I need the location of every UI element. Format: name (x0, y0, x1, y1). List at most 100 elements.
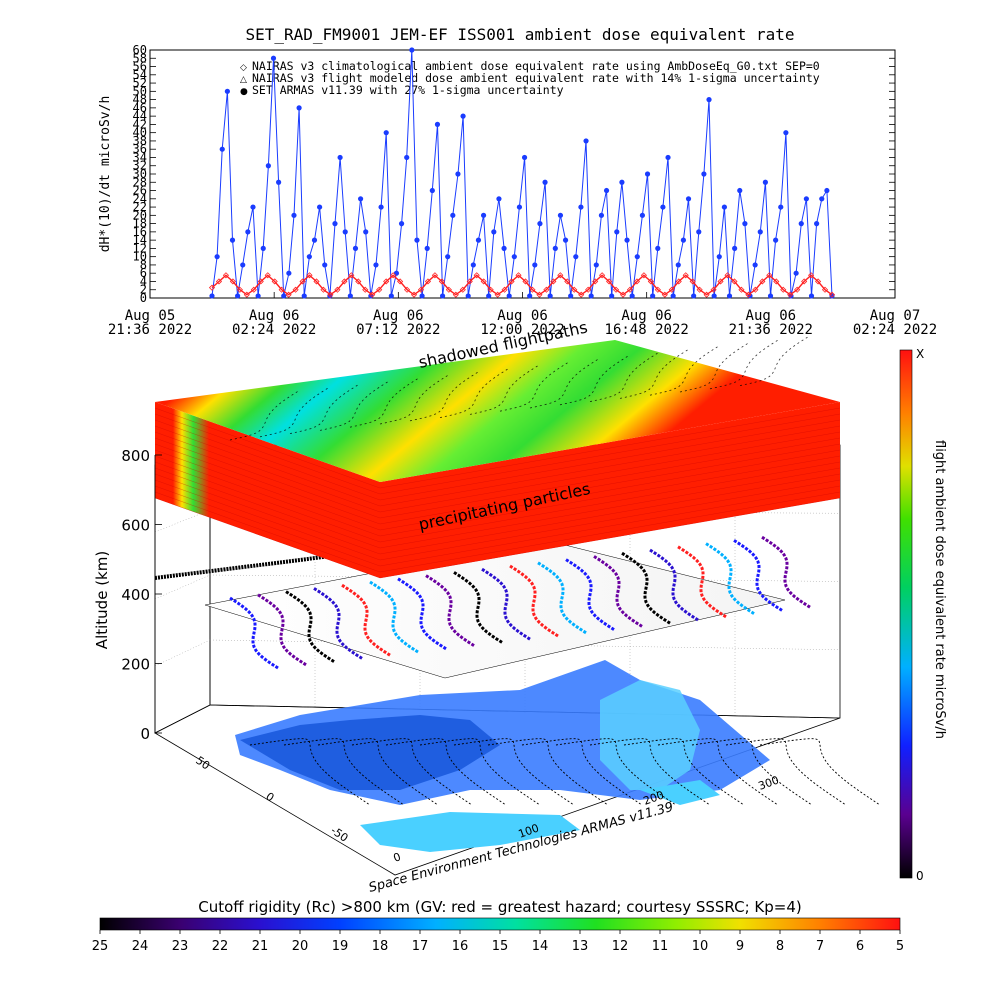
armas-data-point (547, 293, 553, 299)
armas-data-point (496, 196, 502, 202)
nairas-data-point (369, 291, 376, 298)
armas-data-point (291, 212, 297, 218)
nairas-data-point (285, 291, 292, 298)
nairas-data-point (208, 284, 216, 291)
ground-track (351, 738, 473, 806)
armas-data-point (214, 254, 220, 260)
ground-track (623, 738, 745, 806)
nairas-data-point (752, 286, 759, 293)
nairas-data-point (459, 286, 466, 293)
y-tick-label: 58 (133, 51, 147, 65)
nairas-data-point (661, 291, 668, 298)
armas-data-point (762, 179, 768, 185)
armas-data-point (716, 254, 722, 260)
x-tick-label-time: 02:24 2022 (853, 322, 937, 338)
armas-data-point (665, 154, 671, 161)
x-tick-label-time: 21:36 2022 (108, 322, 192, 338)
armas-data-point (578, 204, 584, 210)
armas-data-point (614, 229, 620, 235)
rigidity-tick-label: 8 (776, 939, 784, 954)
colorbar-min-label: 0 (916, 869, 924, 883)
armas-data-point (773, 237, 779, 243)
slab-side-striation (379, 419, 841, 501)
nairas-data-point (494, 291, 501, 298)
floor-outline (154, 704, 841, 876)
flight-track (397, 577, 447, 651)
armas-data-point (701, 171, 707, 177)
y-tick-label: 8 (140, 258, 147, 272)
armas-data-point (439, 293, 446, 299)
slab-front-striation (154, 425, 381, 507)
slab-track (439, 367, 511, 418)
legend-marker: ● (240, 87, 248, 97)
armas-data-point (373, 262, 379, 268)
nairas-data-point (682, 272, 689, 279)
nairas-data-point (606, 278, 613, 285)
flight-track (537, 561, 587, 635)
rigidity-tick-label: 21 (252, 939, 269, 954)
nairas-data-point (473, 272, 480, 279)
map-island (640, 780, 720, 805)
armas-data-point (680, 237, 687, 243)
armas-data-point (542, 179, 548, 185)
flight-track (705, 542, 755, 615)
nairas-data-point (794, 286, 801, 293)
nairas-data-point (557, 272, 564, 279)
map-landmass-europe (240, 715, 500, 790)
rigidity-tick-label: 6 (856, 939, 864, 954)
armas-data-point (332, 221, 338, 227)
nairas-data-point (424, 278, 432, 285)
x-tick-label-date: Aug 06 (621, 308, 672, 324)
flightpath-tracks (229, 535, 811, 670)
x-tick-label-date: Aug 06 (746, 308, 797, 324)
x-tick-label-date: Aug 06 (497, 308, 548, 324)
armas-data-point (229, 237, 236, 243)
longitude-tick-label: 300 (757, 773, 781, 792)
y-tick-label: 18 (133, 217, 147, 231)
nairas-data-point (787, 291, 794, 298)
nairas-data-point (731, 278, 738, 285)
slab-side-striation (379, 485, 841, 567)
armas-data-point (619, 179, 625, 185)
rigidity-ticks: 25 24 23 22 21 20 19 18 17 16 15 14 13 12 11 10 9 8 7 6 5 (92, 930, 904, 954)
armas-data-point (798, 221, 804, 227)
y-tick-label: 2 (140, 283, 147, 297)
ground-track (317, 738, 439, 806)
y-tick-label: 56 (133, 60, 147, 74)
armas-data-point (696, 229, 702, 235)
slab-front-striation (154, 467, 381, 549)
armas-data-point (644, 171, 651, 177)
x-tick-label-time: 21:36 2022 (729, 322, 813, 338)
armas-data-point (588, 293, 594, 299)
slab-flight-tracks (229, 335, 811, 441)
armas-data-point (506, 293, 512, 299)
nairas-data-point (710, 286, 717, 293)
slab-side-striation (379, 473, 841, 555)
armas-data-point (562, 237, 569, 243)
y-tick-label: 26 (133, 184, 147, 198)
nairas-data-point (815, 278, 822, 285)
y-tick-label: 32 (133, 159, 147, 173)
rigidity-tick-label: 22 (212, 939, 229, 954)
armas-data-point (491, 229, 497, 235)
rigidity-tick-label: 19 (332, 939, 349, 954)
slab-top-surface (155, 340, 840, 482)
x-tick-label-date: Aug 07 (870, 308, 921, 324)
rigidity-colorbar-panel: Cutoff rigidity (Rc) >800 km (GV: red = … (92, 898, 904, 954)
flight-track (621, 551, 671, 625)
nairas-data-point (717, 278, 724, 285)
armas-data-point (829, 293, 835, 299)
y-tick-label: 40 (133, 126, 147, 140)
armas-data-point (803, 196, 809, 202)
legend-marker: △ (240, 75, 247, 85)
ground-track (691, 738, 813, 806)
armas-data-point (583, 138, 589, 144)
armas-data-point (732, 245, 738, 251)
nairas-data-point (515, 272, 522, 279)
ground-track (249, 738, 371, 806)
slab-track (619, 348, 691, 399)
ground-track (555, 738, 677, 806)
nairas-data-point (668, 286, 675, 293)
armas-data-point (511, 254, 517, 260)
y-tick-label: 38 (133, 134, 147, 148)
